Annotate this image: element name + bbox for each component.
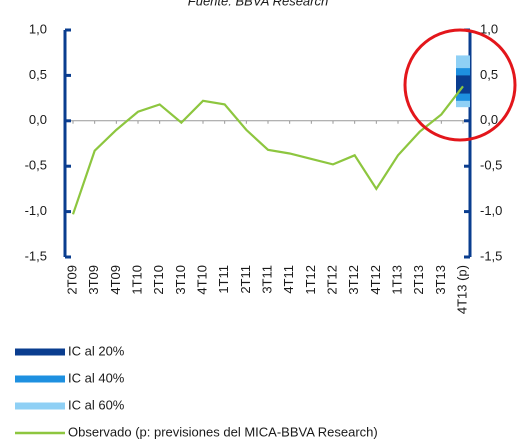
y2-tick-label: 1,0 xyxy=(480,21,498,36)
x-tick-label: 1T12 xyxy=(303,265,318,295)
y2-tick-label: -1,5 xyxy=(480,248,502,263)
chart-title: Fuente: BBVA Research xyxy=(188,0,328,8)
highlight-circle xyxy=(403,28,517,142)
y-tick-label: 0,5 xyxy=(29,67,47,82)
x-tick-label: 2T10 xyxy=(151,265,166,295)
x-tick-label: 3T13 xyxy=(433,265,448,295)
confidence-interval xyxy=(456,75,470,94)
legend-swatch xyxy=(15,431,65,435)
x-tick-label: 4T12 xyxy=(368,265,383,295)
x-tick-label: 4T10 xyxy=(194,265,209,295)
x-tick-label: 3T09 xyxy=(86,265,101,295)
x-tick-label: 1T10 xyxy=(129,265,144,295)
y-tick-label: -1,0 xyxy=(25,203,47,218)
legend-label: IC al 60% xyxy=(68,397,125,412)
x-tick-label: 1T13 xyxy=(389,265,404,295)
y2-tick-label: -1,0 xyxy=(480,203,502,218)
x-tick-label: 4T13 (p) xyxy=(454,265,469,314)
legend-swatch xyxy=(15,348,65,356)
x-tick-label: 2T12 xyxy=(324,265,339,295)
legend-label: Observado (p: previsiones del MICA-BBVA … xyxy=(68,424,378,439)
x-tick-label: 3T12 xyxy=(346,265,361,295)
y-tick-label: 1,0 xyxy=(29,21,47,36)
y-tick-label: -1,5 xyxy=(25,248,47,263)
y2-tick-label: 0,5 xyxy=(480,67,498,82)
y-tick-label: -0,5 xyxy=(25,158,47,173)
x-tick-label: 3T11 xyxy=(259,265,274,294)
x-tick-label: 3T10 xyxy=(173,265,188,295)
x-tick-label: 4T09 xyxy=(108,265,123,295)
x-tick-label: 4T11 xyxy=(281,265,296,294)
legend-swatch xyxy=(15,402,65,410)
legend-label: IC al 40% xyxy=(68,370,125,385)
legend-swatch xyxy=(15,375,65,383)
y-tick-label: 0,0 xyxy=(29,112,47,127)
y2-tick-label: -0,5 xyxy=(480,158,502,173)
data-line xyxy=(71,85,464,215)
x-tick-label: 2T09 xyxy=(64,265,79,295)
x-tick-label: 1T11 xyxy=(216,265,231,294)
x-tick-label: 2T11 xyxy=(238,265,253,294)
y2-tick-label: 0,0 xyxy=(480,112,498,127)
x-tick-label: 2T13 xyxy=(411,265,426,295)
legend-label: IC al 20% xyxy=(68,343,125,358)
